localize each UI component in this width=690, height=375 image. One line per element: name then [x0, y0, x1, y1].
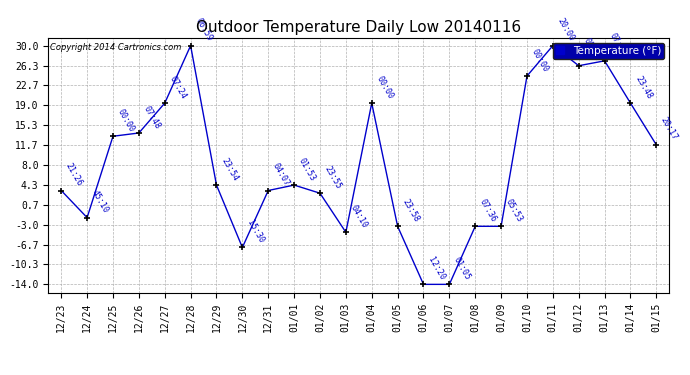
- Text: 21:26: 21:26: [64, 162, 84, 188]
- Text: 45:10: 45:10: [90, 189, 110, 215]
- Text: 05:53: 05:53: [504, 197, 524, 223]
- Text: 23:58: 23:58: [400, 197, 421, 223]
- Text: Copyright 2014 Cartronics.com: Copyright 2014 Cartronics.com: [50, 43, 181, 52]
- Text: 00:00: 00:00: [582, 37, 602, 63]
- Text: 00:00: 00:00: [375, 74, 395, 100]
- Text: 01:05: 01:05: [452, 255, 473, 282]
- Text: 20:00: 20:00: [555, 17, 576, 43]
- Text: 06:59: 06:59: [193, 17, 214, 43]
- Text: 04:07: 04:07: [271, 162, 291, 188]
- Text: 00:00: 00:00: [530, 47, 550, 73]
- Text: 23:55: 23:55: [323, 164, 343, 190]
- Text: 00:00: 00:00: [116, 107, 136, 134]
- Text: 12:20: 12:20: [426, 255, 446, 282]
- Text: 07:36: 07:36: [478, 197, 498, 223]
- Text: 07:08: 07:08: [607, 32, 628, 58]
- Text: 01:53: 01:53: [297, 156, 317, 182]
- Legend: Temperature (°F): Temperature (°F): [553, 43, 664, 59]
- Text: 07:48: 07:48: [141, 104, 162, 130]
- Text: 20:17: 20:17: [659, 116, 680, 142]
- Text: 23:48: 23:48: [633, 74, 653, 100]
- Text: 15:30: 15:30: [245, 219, 266, 245]
- Text: 07:24: 07:24: [168, 74, 188, 100]
- Text: 23:54: 23:54: [219, 156, 239, 182]
- Text: 04:10: 04:10: [348, 203, 369, 229]
- Title: Outdoor Temperature Daily Low 20140116: Outdoor Temperature Daily Low 20140116: [196, 20, 522, 35]
